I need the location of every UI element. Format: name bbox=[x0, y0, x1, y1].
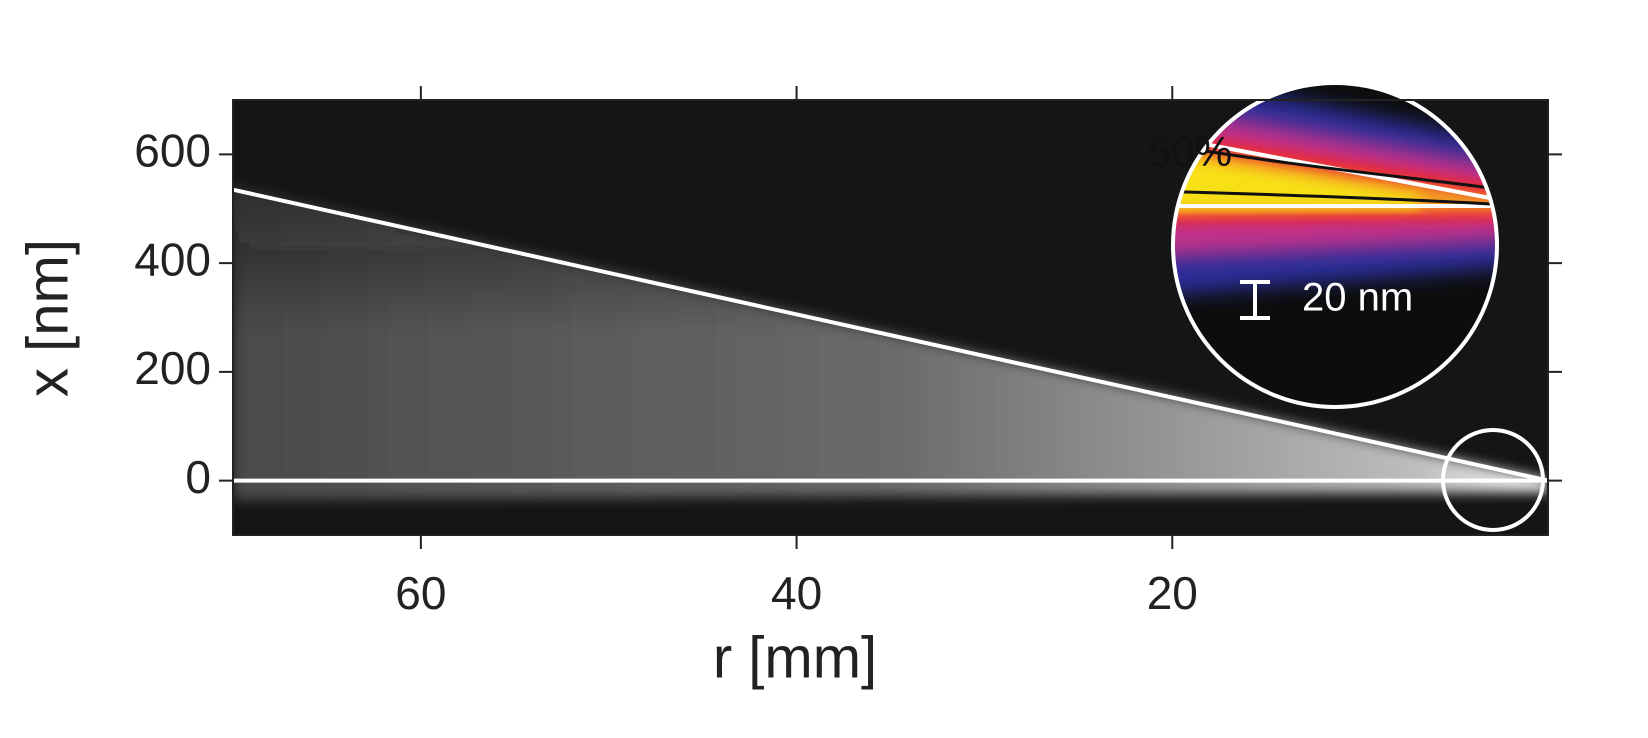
y-tick-label: 200 bbox=[134, 342, 211, 394]
zoom-circle bbox=[1441, 428, 1545, 532]
y-tick-label: 0 bbox=[185, 451, 211, 503]
inset-border bbox=[1171, 81, 1499, 409]
y-tick-label: 600 bbox=[134, 125, 211, 177]
marks bbox=[232, 187, 1549, 483]
x-tick-label: 40 bbox=[771, 567, 822, 619]
contour bbox=[1173, 136, 1497, 190]
x-tick-label: 20 bbox=[1147, 567, 1198, 619]
scale-label: 20 nm bbox=[1302, 276, 1413, 320]
boundary-line bbox=[232, 187, 1549, 483]
scale-bar bbox=[1240, 280, 1270, 320]
x-axis-label: r [mm] bbox=[713, 625, 877, 690]
y-axis-label: x [nm] bbox=[15, 239, 80, 397]
x-tick-label: 60 bbox=[395, 567, 446, 619]
plot-frame bbox=[232, 99, 1549, 536]
y-tick-label: 400 bbox=[134, 233, 211, 285]
contour-label: 50% bbox=[1148, 128, 1232, 175]
contour bbox=[1173, 188, 1497, 259]
